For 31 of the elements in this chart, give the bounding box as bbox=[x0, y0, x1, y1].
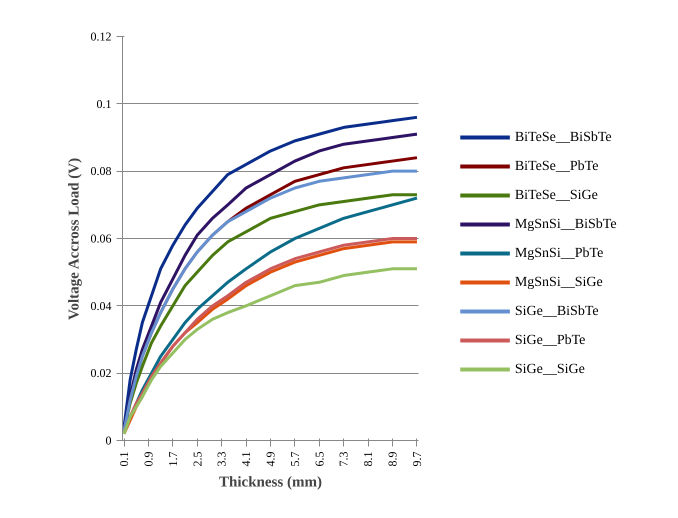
x-tick-label: 0.1 bbox=[117, 452, 132, 466]
x-tick-label: 3.3 bbox=[214, 452, 229, 466]
x-tick-label: 1.7 bbox=[166, 452, 180, 466]
x-tick-label: 7.3 bbox=[336, 452, 351, 466]
legend-label: SiGe__BiSbTe bbox=[514, 304, 599, 320]
legend-label: BiTeSe__SiGe bbox=[514, 188, 598, 204]
y-tick-label: 0.06 bbox=[90, 232, 112, 246]
x-axis-title: Thickness (mm) bbox=[219, 474, 322, 490]
x-tick-label: 4.1 bbox=[239, 452, 254, 466]
y-tick-label: 0.1 bbox=[96, 96, 112, 111]
y-tick-label: 0.04 bbox=[90, 298, 112, 313]
x-tick-label: 8.9 bbox=[386, 452, 400, 466]
x-tick-label: 5.7 bbox=[288, 452, 302, 466]
x-tick-label: 6.5 bbox=[312, 452, 326, 466]
x-tick-label: 2.5 bbox=[190, 452, 204, 466]
legend-label: BiTeSe__PbTe bbox=[514, 159, 598, 174]
x-tick-label: 9.7 bbox=[410, 452, 424, 466]
legend-label: MgSnSi__BiSbTe bbox=[514, 217, 617, 232]
legend-label: MgSnSi__SiGe bbox=[514, 275, 603, 290]
y-tick-label: 0.08 bbox=[90, 164, 112, 178]
legend-label: MgSnSi__PbTe bbox=[514, 246, 604, 262]
y-tick-label: 0 bbox=[106, 434, 112, 448]
x-tick-label: 4.9 bbox=[264, 452, 278, 466]
y-tick-label: 0.12 bbox=[90, 30, 112, 44]
legend-label: SiGe__PbTe bbox=[514, 333, 586, 348]
legend-label: BiTeSe__BiSbTe bbox=[514, 130, 612, 145]
y-tick-label: 0.02 bbox=[90, 366, 112, 380]
x-tick-label: 0.9 bbox=[141, 452, 156, 466]
y-axis-title: Voltage Accross Load (V) bbox=[66, 158, 82, 320]
x-tick-label: 8.1 bbox=[361, 452, 376, 466]
legend-label: SiGe__SiGe bbox=[514, 362, 585, 378]
